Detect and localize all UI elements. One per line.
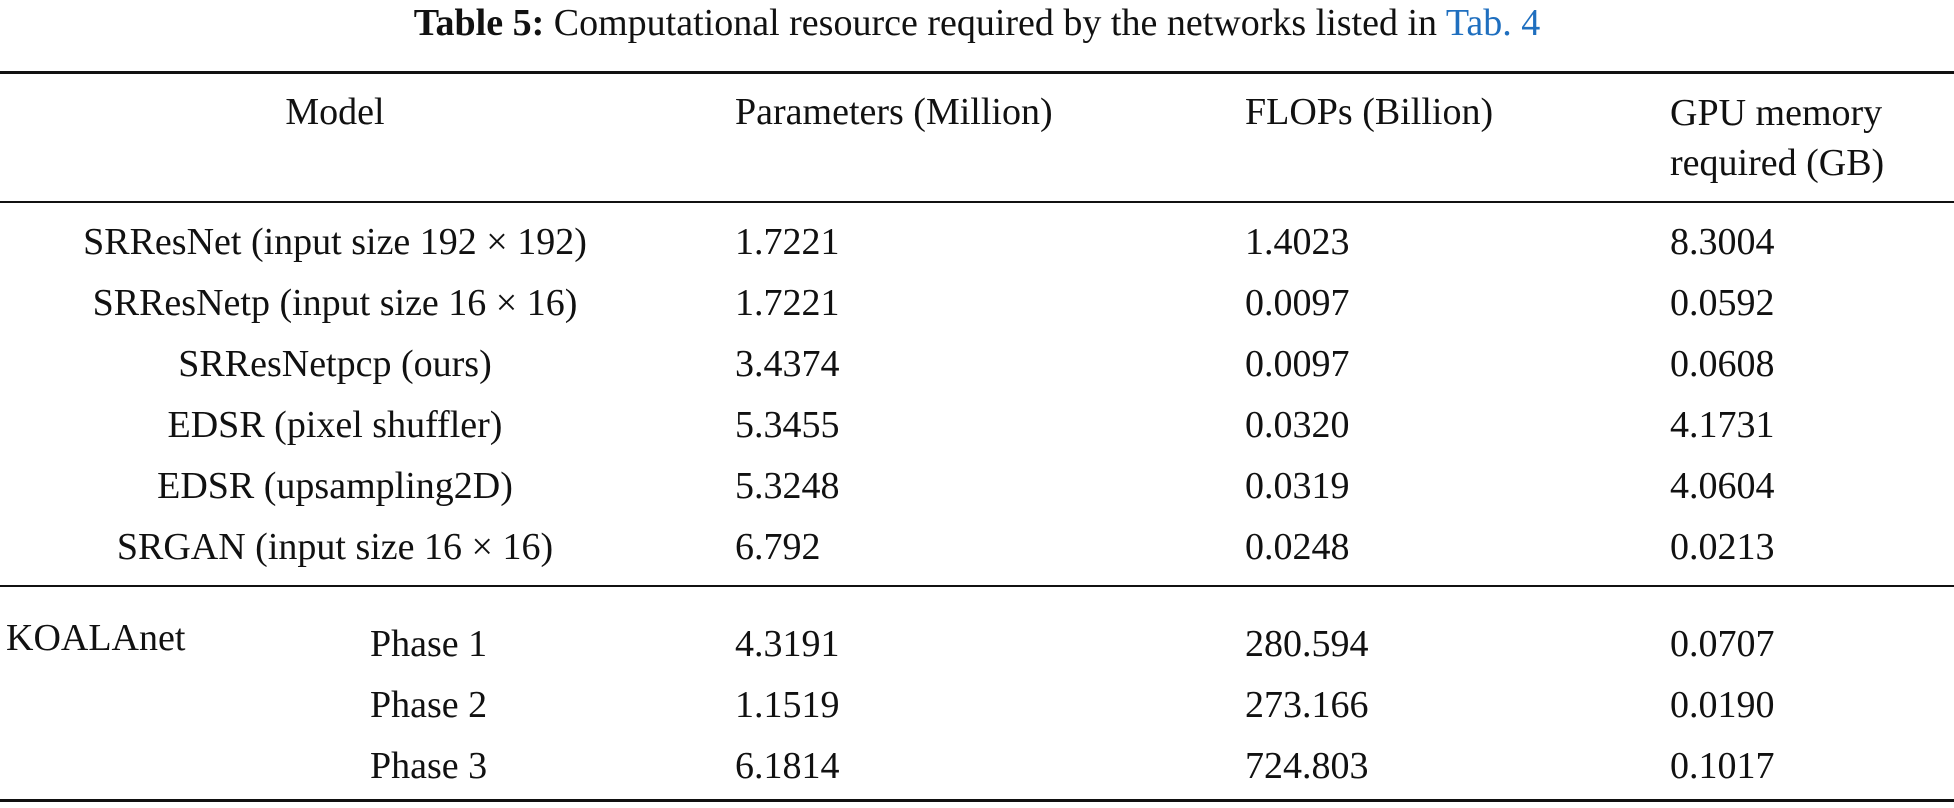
cell-flops: 0.0319	[1245, 465, 1350, 507]
cell-model: EDSR (pixel shuffler)	[167, 404, 503, 446]
header-model: Model	[285, 91, 385, 133]
cell-params: 6.792	[735, 526, 821, 568]
caption-label: Table 5:	[413, 2, 545, 44]
cell-gpu: 4.1731	[1670, 404, 1775, 446]
cell-params: 1.7221	[735, 221, 840, 263]
header-rule	[0, 201, 1954, 203]
cell-phase: Phase 2	[370, 684, 488, 726]
cell-model: EDSR (upsampling2D)	[157, 465, 513, 507]
cell-group-model: KOALAnet	[6, 617, 186, 659]
cell-params: 5.3455	[735, 404, 840, 446]
bottom-rule	[0, 799, 1954, 802]
cell-phase: Phase 3	[370, 745, 488, 787]
cell-params: 5.3248	[735, 465, 840, 507]
cell-flops: 280.594	[1245, 623, 1369, 665]
cell-flops: 0.0248	[1245, 526, 1350, 568]
cell-params: 1.7221	[735, 282, 840, 324]
cell-flops: 0.0097	[1245, 282, 1350, 324]
cell-flops: 724.803	[1245, 745, 1369, 787]
cell-flops: 0.0320	[1245, 404, 1350, 446]
group-separator-rule	[0, 585, 1954, 587]
cell-model: SRResNet (input size 192 × 192)	[83, 221, 587, 263]
cell-gpu: 0.1017	[1670, 745, 1775, 787]
table-caption: Table 5: Computational resource required…	[0, 0, 1954, 50]
cell-model: SRGAN (input size 16 × 16)	[116, 526, 554, 568]
cell-gpu: 4.0604	[1670, 465, 1775, 507]
cell-flops: 0.0097	[1245, 343, 1350, 385]
cell-params: 3.4374	[735, 343, 840, 385]
header-gpu-line2: required (GB)	[1670, 142, 1885, 184]
header-gpu-memory: GPU memory required (GB)	[1670, 88, 1954, 188]
cell-gpu: 0.0190	[1670, 684, 1775, 726]
cell-phase: Phase 1	[370, 623, 488, 665]
cell-gpu: 0.0592	[1670, 282, 1775, 324]
cell-flops: 273.166	[1245, 684, 1369, 726]
header-gpu-line1: GPU memory	[1670, 92, 1883, 134]
cell-model: SRResNetpcp (ours)	[178, 343, 492, 385]
caption-text: Computational resource required by the n…	[544, 2, 1446, 44]
table-reference-link[interactable]: Tab. 4	[1445, 2, 1541, 44]
cell-flops: 1.4023	[1245, 221, 1350, 263]
header-parameters: Parameters (Million)	[735, 91, 1053, 133]
cell-gpu: 0.0707	[1670, 623, 1775, 665]
cell-gpu: 8.3004	[1670, 221, 1775, 263]
cell-params: 1.1519	[735, 684, 840, 726]
cell-params: 6.1814	[735, 745, 840, 787]
cell-gpu: 0.0213	[1670, 526, 1775, 568]
cell-params: 4.3191	[735, 623, 840, 665]
header-flops: FLOPs (Billion)	[1245, 91, 1494, 133]
top-rule	[0, 71, 1954, 74]
cell-model: SRResNetp (input size 16 × 16)	[92, 282, 578, 324]
cell-gpu: 0.0608	[1670, 343, 1775, 385]
